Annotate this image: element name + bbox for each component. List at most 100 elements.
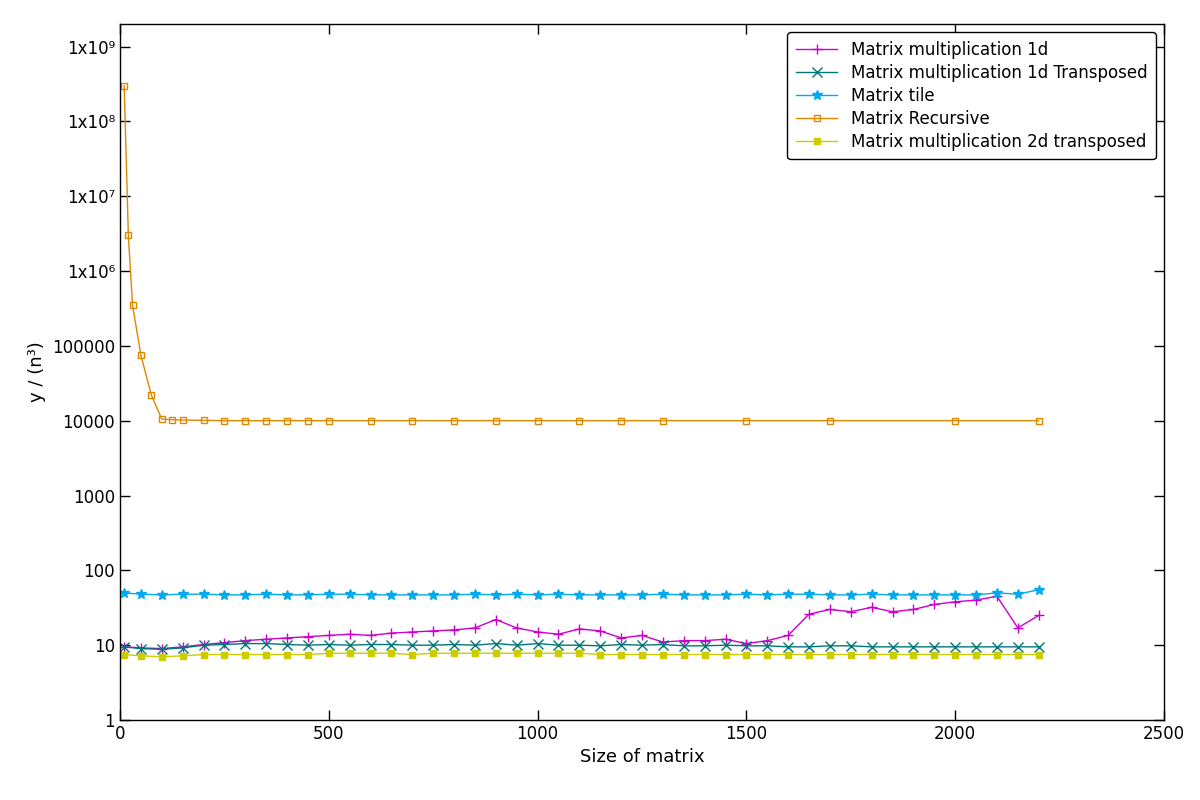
Matrix multiplication 1d: [572, 624, 587, 634]
Matrix multiplication 1d Transposed: [175, 643, 190, 653]
Matrix multiplication 1d Transposed: [280, 640, 294, 650]
Matrix Recursive: [217, 416, 232, 426]
Matrix multiplication 1d: [510, 623, 524, 633]
Matrix multiplication 1d Transposed: [823, 641, 838, 650]
Matrix multiplication 1d: [635, 630, 649, 640]
Matrix tile: [781, 590, 796, 599]
Matrix Recursive: [530, 416, 545, 426]
Matrix multiplication 1d: [364, 630, 378, 640]
Matrix Recursive: [364, 416, 378, 426]
Matrix multiplication 1d Transposed: [719, 640, 733, 650]
Matrix multiplication 2d transposed: [116, 650, 131, 659]
Matrix Recursive: [133, 350, 148, 360]
Matrix multiplication 1d: [968, 595, 983, 605]
Matrix multiplication 2d transposed: [760, 650, 774, 659]
Matrix Recursive: [175, 415, 190, 425]
X-axis label: Size of matrix: Size of matrix: [580, 749, 704, 766]
Matrix multiplication 1d Transposed: [259, 638, 274, 648]
Matrix tile: [928, 590, 942, 600]
Matrix Recursive: [406, 416, 420, 426]
Matrix multiplication 1d Transposed: [697, 641, 712, 650]
Matrix multiplication 2d transposed: [635, 650, 649, 659]
Matrix multiplication 1d: [133, 643, 148, 653]
Matrix multiplication 1d: [614, 633, 629, 642]
Matrix multiplication 2d transposed: [1032, 650, 1046, 659]
Matrix tile: [697, 590, 712, 600]
Matrix multiplication 2d transposed: [217, 650, 232, 659]
Matrix multiplication 1d Transposed: [1032, 642, 1046, 652]
Matrix Recursive: [280, 416, 294, 426]
Matrix multiplication 1d Transposed: [468, 640, 482, 650]
Matrix multiplication 1d: [760, 636, 774, 646]
Matrix tile: [322, 590, 336, 599]
Matrix tile: [968, 590, 983, 600]
Matrix multiplication 1d Transposed: [1010, 642, 1025, 652]
Matrix multiplication 2d transposed: [280, 650, 294, 659]
Matrix Recursive: [125, 300, 139, 310]
Matrix tile: [301, 590, 316, 600]
Matrix multiplication 1d: [697, 636, 712, 646]
Matrix Recursive: [823, 416, 838, 426]
Matrix multiplication 1d Transposed: [802, 642, 816, 652]
Matrix multiplication 2d transposed: [864, 650, 878, 659]
Matrix Recursive: [655, 416, 670, 426]
Matrix multiplication 1d: [1032, 610, 1046, 620]
Matrix multiplication 1d: [823, 605, 838, 614]
Matrix tile: [510, 590, 524, 599]
Matrix multiplication 1d Transposed: [572, 640, 587, 650]
Matrix multiplication 2d transposed: [928, 650, 942, 659]
Matrix multiplication 1d Transposed: [551, 640, 565, 650]
Matrix multiplication 2d transposed: [968, 650, 983, 659]
Line: Matrix multiplication 2d transposed: Matrix multiplication 2d transposed: [121, 650, 1042, 660]
Matrix multiplication 1d: [677, 636, 691, 646]
Matrix Recursive: [488, 416, 503, 426]
Matrix multiplication 1d Transposed: [990, 642, 1004, 652]
Matrix multiplication 1d: [217, 638, 232, 647]
Matrix multiplication 2d transposed: [468, 649, 482, 658]
Matrix multiplication 1d Transposed: [384, 640, 398, 650]
Matrix multiplication 1d Transposed: [614, 640, 629, 650]
Matrix tile: [280, 590, 294, 600]
Matrix tile: [823, 590, 838, 600]
Matrix tile: [739, 590, 754, 599]
Matrix multiplication 2d transposed: [488, 649, 503, 658]
Matrix multiplication 1d Transposed: [760, 641, 774, 650]
Matrix multiplication 2d transposed: [342, 649, 356, 658]
Matrix multiplication 1d Transposed: [342, 640, 356, 650]
Matrix multiplication 1d: [928, 600, 942, 610]
Matrix tile: [760, 590, 774, 600]
Matrix multiplication 1d: [406, 627, 420, 637]
Matrix tile: [864, 590, 878, 599]
Matrix multiplication 1d: [990, 591, 1004, 601]
Matrix multiplication 2d transposed: [510, 649, 524, 658]
Matrix multiplication 1d: [906, 605, 920, 614]
Matrix multiplication 1d: [175, 642, 190, 652]
Matrix Recursive: [446, 416, 461, 426]
Matrix multiplication 1d: [446, 625, 461, 634]
Matrix multiplication 1d Transposed: [364, 640, 378, 650]
Matrix tile: [990, 588, 1004, 598]
Matrix tile: [802, 590, 816, 599]
Matrix multiplication 2d transposed: [155, 652, 169, 662]
Matrix multiplication 1d Transposed: [635, 640, 649, 650]
Matrix multiplication 2d transposed: [844, 650, 858, 659]
Matrix multiplication 1d: [551, 630, 565, 639]
Matrix multiplication 1d Transposed: [426, 640, 440, 650]
Matrix tile: [155, 590, 169, 600]
Matrix multiplication 2d transposed: [175, 651, 190, 661]
Matrix tile: [133, 590, 148, 599]
Matrix tile: [948, 590, 962, 600]
Matrix tile: [1010, 590, 1025, 599]
Matrix multiplication 2d transposed: [802, 650, 816, 659]
Matrix multiplication 1d: [384, 628, 398, 638]
Matrix multiplication 1d Transposed: [655, 640, 670, 650]
Matrix multiplication 2d transposed: [697, 650, 712, 659]
Matrix tile: [197, 590, 211, 599]
Matrix tile: [655, 590, 670, 599]
Matrix Recursive: [572, 416, 587, 426]
Matrix tile: [614, 590, 629, 600]
Matrix multiplication 1d: [155, 644, 169, 654]
Matrix multiplication 2d transposed: [906, 650, 920, 659]
Matrix tile: [384, 590, 398, 600]
Line: Matrix Recursive: Matrix Recursive: [121, 82, 1042, 424]
